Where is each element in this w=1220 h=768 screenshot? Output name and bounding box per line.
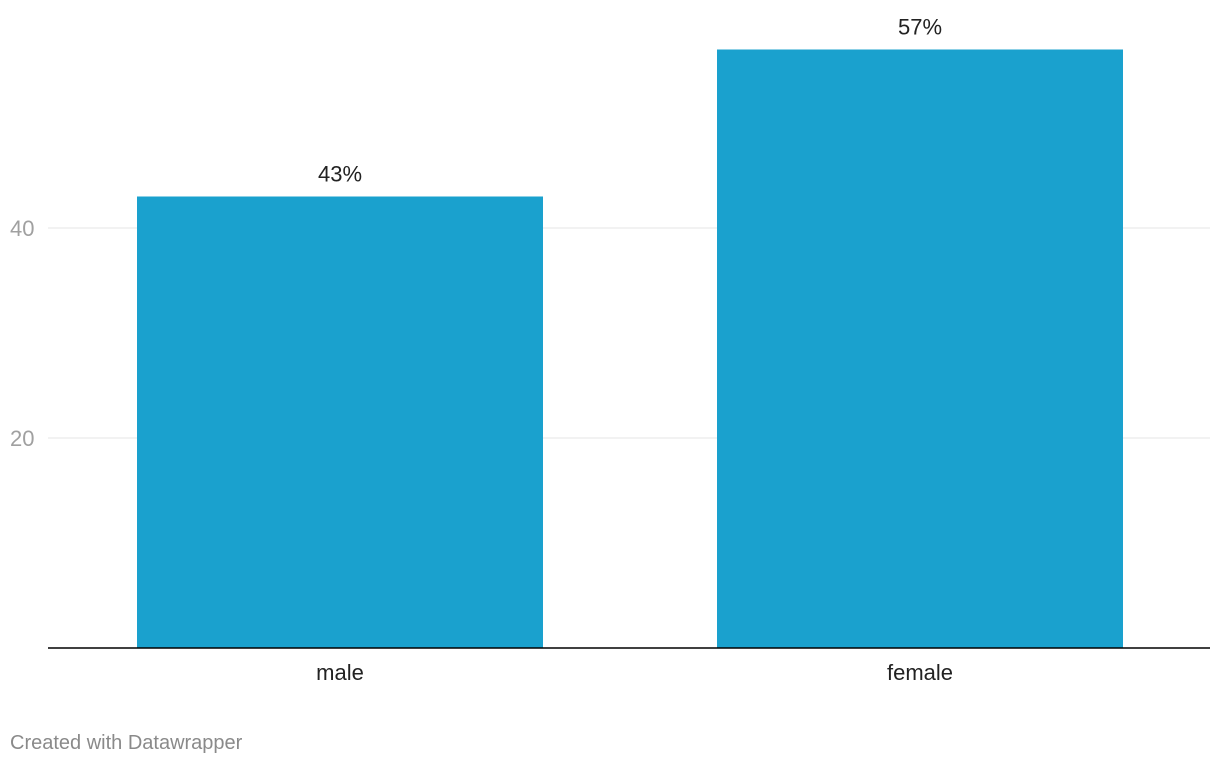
bar-male: [137, 196, 543, 648]
bar-chart: 20 40 43% male 57% female: [10, 15, 1210, 685]
bar-female: [717, 49, 1123, 648]
value-label-female: 57%: [898, 15, 942, 40]
credit-text[interactable]: Created with Datawrapper: [10, 732, 243, 754]
y-tick-label-40: 40: [10, 216, 34, 241]
x-tick-label-male: male: [316, 660, 364, 685]
value-label-male: 43%: [318, 162, 362, 187]
y-tick-label-20: 20: [10, 426, 34, 451]
x-tick-label-female: female: [887, 660, 953, 685]
